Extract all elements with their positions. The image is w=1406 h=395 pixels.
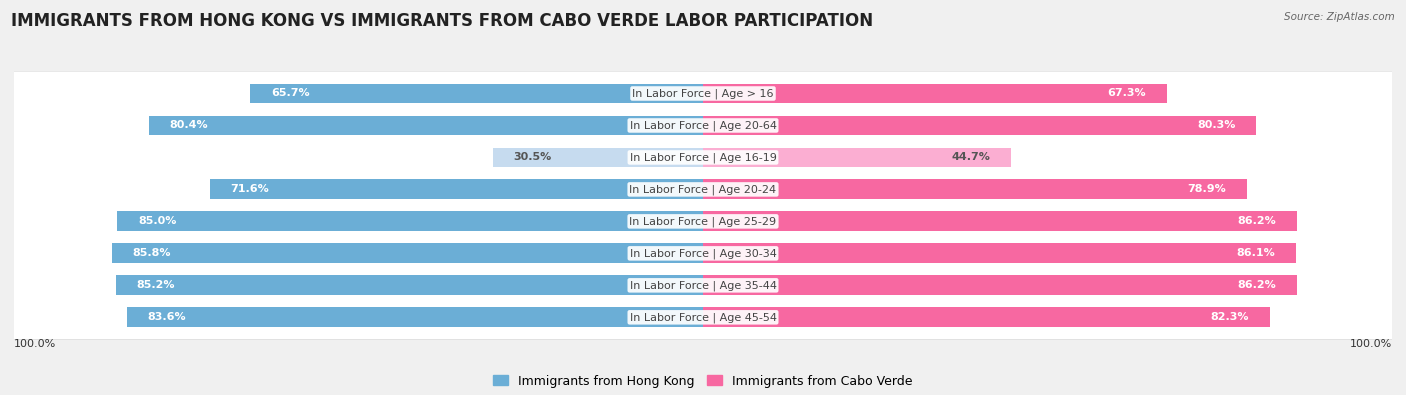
FancyBboxPatch shape: [1, 229, 1405, 278]
Text: 71.6%: 71.6%: [231, 184, 269, 194]
Text: In Labor Force | Age 20-24: In Labor Force | Age 20-24: [630, 184, 776, 195]
Text: 100.0%: 100.0%: [14, 339, 56, 349]
Text: In Labor Force | Age 25-29: In Labor Force | Age 25-29: [630, 216, 776, 227]
Text: Source: ZipAtlas.com: Source: ZipAtlas.com: [1284, 12, 1395, 22]
FancyBboxPatch shape: [1, 69, 1405, 118]
Bar: [703, 116, 1256, 135]
FancyBboxPatch shape: [1, 133, 1405, 182]
FancyBboxPatch shape: [13, 263, 1393, 307]
Text: In Labor Force | Age 20-64: In Labor Force | Age 20-64: [630, 120, 776, 131]
Text: IMMIGRANTS FROM HONG KONG VS IMMIGRANTS FROM CABO VERDE LABOR PARTICIPATION: IMMIGRANTS FROM HONG KONG VS IMMIGRANTS …: [11, 12, 873, 30]
Text: 86.2%: 86.2%: [1237, 216, 1277, 226]
Bar: [703, 211, 1296, 231]
Text: In Labor Force | Age 16-19: In Labor Force | Age 16-19: [630, 152, 776, 163]
FancyBboxPatch shape: [1, 197, 1405, 246]
Bar: [250, 84, 703, 103]
Bar: [703, 275, 1296, 295]
Bar: [127, 307, 703, 327]
Text: 80.3%: 80.3%: [1197, 120, 1236, 130]
Text: 100.0%: 100.0%: [1350, 339, 1392, 349]
Text: 85.2%: 85.2%: [136, 280, 176, 290]
Text: In Labor Force | Age 45-54: In Labor Force | Age 45-54: [630, 312, 776, 323]
Bar: [494, 147, 703, 167]
FancyBboxPatch shape: [13, 167, 1393, 211]
Text: 82.3%: 82.3%: [1211, 312, 1250, 322]
FancyBboxPatch shape: [13, 136, 1393, 179]
Bar: [209, 179, 703, 199]
Bar: [149, 116, 703, 135]
Text: 78.9%: 78.9%: [1187, 184, 1226, 194]
Bar: [112, 243, 703, 263]
Text: 85.0%: 85.0%: [138, 216, 176, 226]
Text: 83.6%: 83.6%: [148, 312, 187, 322]
FancyBboxPatch shape: [13, 295, 1393, 339]
Bar: [703, 179, 1247, 199]
Text: 65.7%: 65.7%: [271, 88, 309, 98]
Bar: [703, 307, 1270, 327]
Text: 30.5%: 30.5%: [513, 152, 551, 162]
Bar: [117, 275, 703, 295]
Text: 44.7%: 44.7%: [952, 152, 990, 162]
FancyBboxPatch shape: [1, 293, 1405, 342]
FancyBboxPatch shape: [13, 72, 1393, 115]
Bar: [703, 243, 1296, 263]
Text: 86.1%: 86.1%: [1237, 248, 1275, 258]
FancyBboxPatch shape: [1, 101, 1405, 150]
FancyBboxPatch shape: [13, 104, 1393, 147]
FancyBboxPatch shape: [13, 199, 1393, 243]
Text: In Labor Force | Age 35-44: In Labor Force | Age 35-44: [630, 280, 776, 291]
Bar: [117, 211, 703, 231]
Text: In Labor Force | Age 30-34: In Labor Force | Age 30-34: [630, 248, 776, 259]
Text: 67.3%: 67.3%: [1108, 88, 1146, 98]
Legend: Immigrants from Hong Kong, Immigrants from Cabo Verde: Immigrants from Hong Kong, Immigrants fr…: [488, 370, 918, 393]
Text: 85.8%: 85.8%: [132, 248, 172, 258]
Text: In Labor Force | Age > 16: In Labor Force | Age > 16: [633, 88, 773, 99]
Text: 80.4%: 80.4%: [170, 120, 208, 130]
FancyBboxPatch shape: [1, 165, 1405, 214]
Bar: [703, 84, 1167, 103]
Text: 86.2%: 86.2%: [1237, 280, 1277, 290]
FancyBboxPatch shape: [13, 231, 1393, 275]
Bar: [703, 147, 1011, 167]
FancyBboxPatch shape: [1, 261, 1405, 310]
